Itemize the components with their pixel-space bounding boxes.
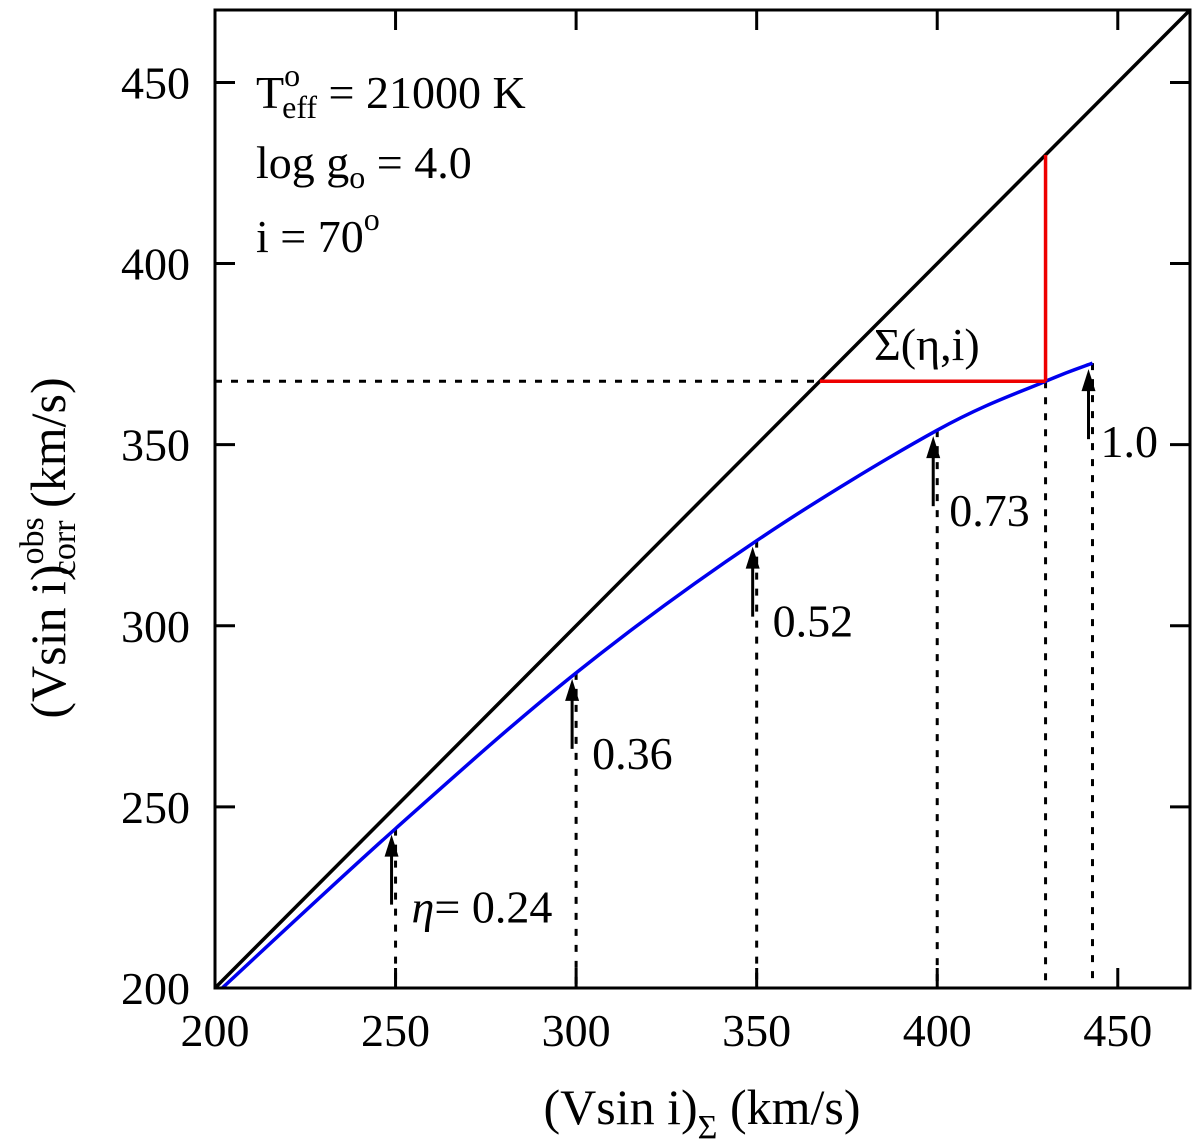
x-tick-label-400: 400 bbox=[903, 1005, 972, 1056]
y-tick-label-450: 450 bbox=[121, 57, 190, 108]
teff-line: To eff = 21000 K bbox=[256, 57, 526, 125]
eta-label: 0.73 bbox=[949, 485, 1029, 536]
sigma-construction bbox=[819, 154, 1048, 384]
x-tick-label-450: 450 bbox=[1083, 1005, 1152, 1056]
corrected-vsini-curve bbox=[221, 361, 1094, 990]
eta-arrow-head bbox=[384, 834, 399, 857]
eta-arrow-head bbox=[745, 546, 760, 569]
eta-label: η= 0.24 bbox=[412, 882, 553, 933]
eta-label: 0.36 bbox=[592, 728, 673, 779]
eta-arrow-head bbox=[1081, 369, 1096, 392]
eta-label: 0.52 bbox=[773, 596, 854, 647]
eta-label: 1.0 bbox=[1101, 416, 1159, 467]
y-tick-label-300: 300 bbox=[121, 601, 190, 652]
curves bbox=[213, 8, 1192, 990]
y-tick-label-350: 350 bbox=[121, 420, 190, 471]
x-tick-label-250: 250 bbox=[361, 1005, 430, 1056]
y-axis-label: (Vsin i)obscorr (km/s) bbox=[14, 377, 83, 718]
plot-border bbox=[213, 8, 1192, 990]
eta-markers: η= 0.24 0.36 0.52 0.73 1.0 bbox=[384, 369, 1159, 933]
x-axis-label: (Vsin i)Σ (km/s) bbox=[544, 1079, 861, 1141]
axis-ticks: 200 250 300 350 400 450 200 250 300 350 400 450 bbox=[121, 10, 1190, 1056]
parameter-box: To eff = 21000 K log go = 4.0 i = 70o bbox=[256, 57, 526, 262]
y-tick-label-250: 250 bbox=[121, 782, 190, 833]
dotted-guide-lines bbox=[215, 363, 1094, 988]
eta-arrow-head bbox=[565, 678, 580, 701]
x-tick-label-350: 350 bbox=[722, 1005, 791, 1056]
identity-line bbox=[213, 8, 1192, 990]
y-tick-label-400: 400 bbox=[121, 239, 190, 290]
inclination-line: i = 70o bbox=[256, 201, 380, 262]
x-tick-label-300: 300 bbox=[542, 1005, 611, 1056]
logg-line: log go = 4.0 bbox=[256, 137, 472, 195]
y-tick-label-200: 200 bbox=[121, 963, 190, 1014]
eta-arrow-head bbox=[926, 436, 941, 459]
x-tick-label-200: 200 bbox=[181, 1005, 250, 1056]
sigma-label: Σ(η,i) bbox=[874, 319, 980, 370]
plot-frame bbox=[213, 8, 1192, 990]
